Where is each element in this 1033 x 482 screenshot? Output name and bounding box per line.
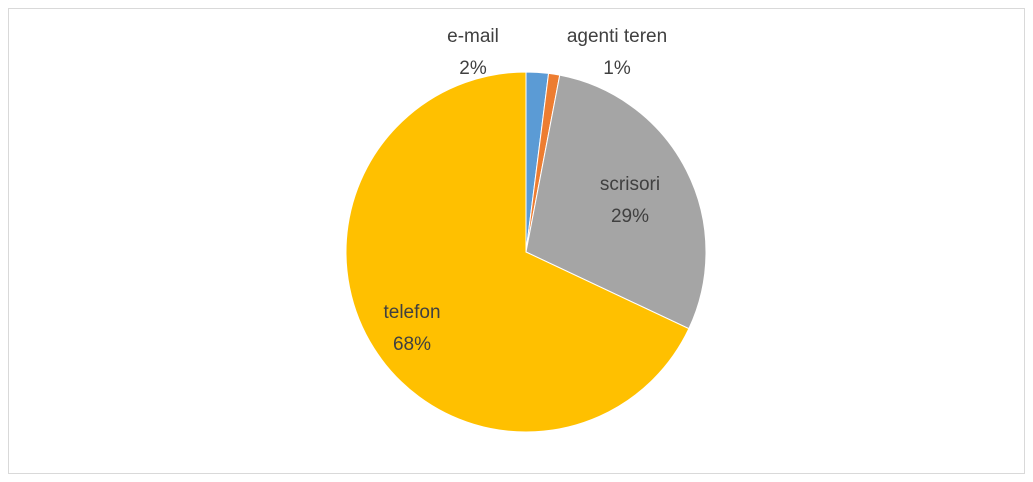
labels: e-mail 2% agenti teren 1% scrisori 29% telefon… (383, 26, 667, 355)
category-label: scrisori (600, 174, 660, 195)
value-label: 1% (603, 58, 631, 79)
value-label: 29% (611, 206, 649, 227)
category-label: e-mail (447, 26, 499, 47)
value-label: 2% (459, 58, 487, 79)
category-label: telefon (383, 302, 440, 323)
pie (345, 71, 707, 433)
pie-slice (525, 74, 707, 330)
category-label: agenti teren (567, 26, 667, 47)
value-label: 68% (393, 334, 431, 355)
pie-slice (345, 71, 690, 433)
